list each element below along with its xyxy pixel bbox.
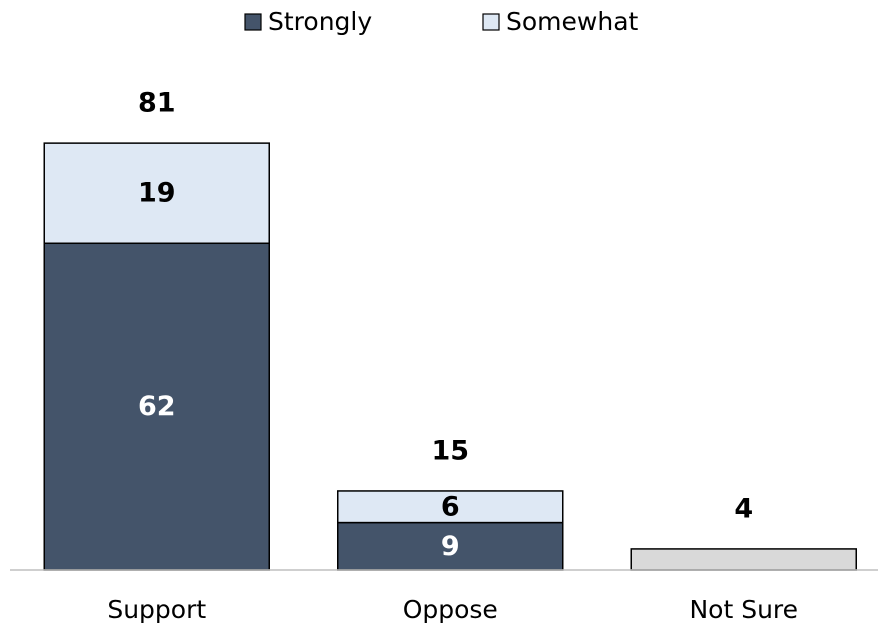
legend-swatch	[244, 13, 262, 31]
legend-label: Somewhat	[506, 7, 639, 36]
total-label: 15	[431, 435, 469, 466]
segment-label: 62	[138, 391, 176, 422]
segment-label: 19	[138, 178, 176, 209]
segment-label: 9	[441, 531, 460, 562]
legend-swatch	[482, 13, 500, 31]
x-tick-label: Oppose	[403, 595, 498, 624]
legend-label: Strongly	[268, 7, 372, 36]
segment-label: 6	[441, 491, 460, 522]
bar-segment	[43, 242, 270, 571]
total-label: 81	[138, 88, 176, 119]
bar	[630, 548, 857, 571]
bar-segment	[43, 142, 270, 245]
total-label: 4	[734, 493, 753, 524]
x-tick-label: Support	[107, 595, 206, 624]
x-tick-label: Not Sure	[689, 595, 798, 624]
bar-segment	[337, 490, 564, 524]
